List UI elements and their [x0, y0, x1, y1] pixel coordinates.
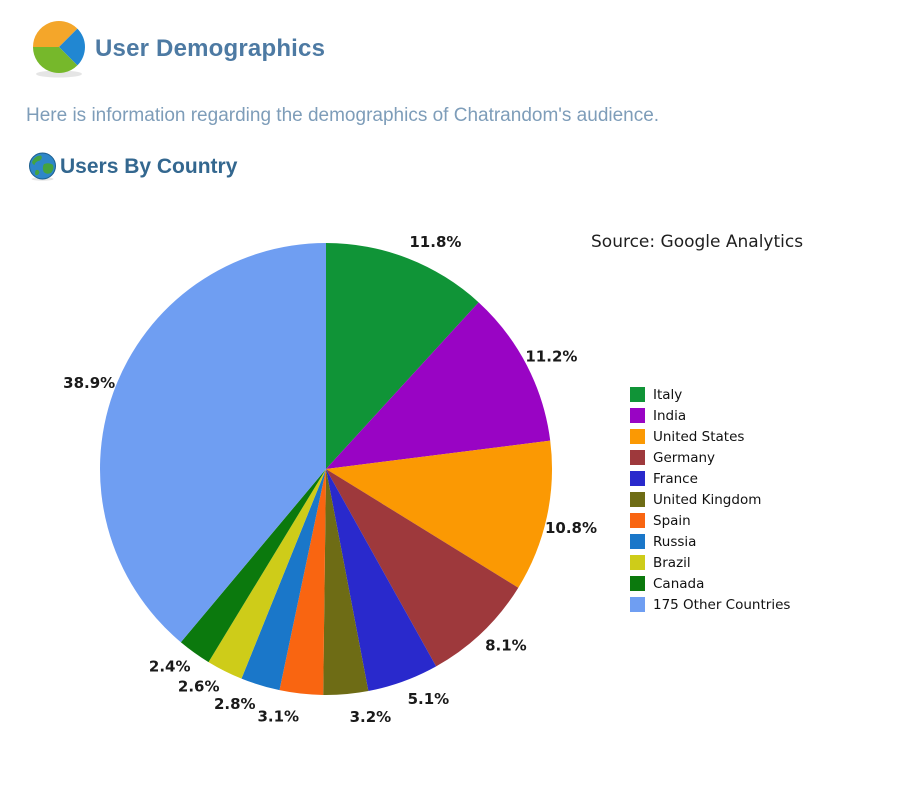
pie-value-label-india: 11.2%: [525, 347, 577, 365]
legend-label: Canada: [653, 575, 705, 592]
pie-slice-russia: [241, 469, 326, 691]
legend-item-united-states: United States: [630, 426, 790, 447]
pie-slice-united-kingdom: [323, 469, 369, 695]
legend-item-russia: Russia: [630, 531, 790, 552]
legend-label: Spain: [653, 512, 691, 529]
legend-item-175-other-countries: 175 Other Countries: [630, 594, 790, 615]
pie-slice-brazil: [208, 469, 326, 679]
legend-label: United Kingdom: [653, 491, 762, 508]
intro-text: Here is information regarding the demogr…: [26, 105, 660, 126]
legend-item-italy: Italy: [630, 384, 790, 405]
pie-slice-france: [326, 469, 437, 691]
legend-swatch: [630, 471, 645, 486]
legend-item-spain: Spain: [630, 510, 790, 531]
legend-swatch: [630, 408, 645, 423]
pie-value-label-brazil: 2.6%: [178, 678, 220, 696]
legend-swatch: [630, 534, 645, 549]
legend-label: India: [653, 407, 687, 424]
pie-value-label-spain: 3.1%: [257, 708, 299, 726]
pie-slice-italy: [326, 243, 479, 469]
pie-value-label-175-other-countries: 38.9%: [63, 374, 115, 392]
legend-label: United States: [653, 428, 745, 445]
section-header: Users By Country: [28, 152, 237, 181]
pie-value-label-france: 5.1%: [408, 690, 450, 708]
pie-slice-spain: [279, 469, 326, 695]
legend-item-brazil: Brazil: [630, 552, 790, 573]
pie-value-label-germany: 8.1%: [485, 637, 527, 655]
header: User Demographics: [30, 20, 325, 78]
chart-source: Source: Google Analytics: [591, 232, 804, 252]
pie-slice-175-other-countries: [99, 243, 326, 643]
legend-swatch: [630, 597, 645, 612]
pie-value-label-united-kingdom: 3.2%: [350, 708, 392, 726]
legend-swatch: [630, 576, 645, 591]
legend-item-united-kingdom: United Kingdom: [630, 489, 790, 510]
section-title: Users By Country: [60, 154, 238, 178]
legend-label: Brazil: [653, 554, 691, 571]
pie-slice-united-states: [326, 440, 553, 588]
pie-value-label-united-states: 10.8%: [545, 519, 597, 537]
legend-swatch: [630, 387, 645, 402]
legend-swatch: [630, 492, 645, 507]
pie-chart: 11.8% 11.2% 10.8% 8.1% 5.1% 3.2% 3.1%2.8%2.6% 2…: [63, 233, 597, 726]
globe-icon: [29, 152, 56, 181]
chart-legend: Italy India United States Germany France Unit…: [630, 384, 790, 615]
legend-swatch: [630, 429, 645, 444]
page-title: User Demographics: [95, 35, 326, 62]
legend-item-canada: Canada: [630, 573, 790, 594]
pie-slice-canada: [180, 469, 326, 663]
pie-slice-india: [326, 302, 551, 469]
legend-item-germany: Germany: [630, 447, 790, 468]
pie-value-label-italy: 11.8%: [409, 233, 461, 251]
legend-label: Italy: [653, 386, 683, 403]
users-by-country-chart: Source: Google Analytics 11.8% 11.2% 10.8%…: [0, 215, 900, 785]
legend-label: France: [653, 470, 698, 487]
pie-chart-icon: [33, 21, 85, 78]
legend-swatch: [630, 450, 645, 465]
legend-item-france: France: [630, 468, 790, 489]
legend-label: 175 Other Countries: [653, 596, 791, 613]
legend-label: Germany: [653, 449, 716, 466]
pie-value-label-canada: 2.4%: [149, 658, 191, 676]
legend-swatch: [630, 513, 645, 528]
pie-slice-germany: [326, 469, 519, 667]
pie-value-label-russia: 2.8%: [214, 695, 256, 713]
legend-swatch: [630, 555, 645, 570]
legend-item-india: India: [630, 405, 790, 426]
legend-label: Russia: [653, 533, 697, 550]
